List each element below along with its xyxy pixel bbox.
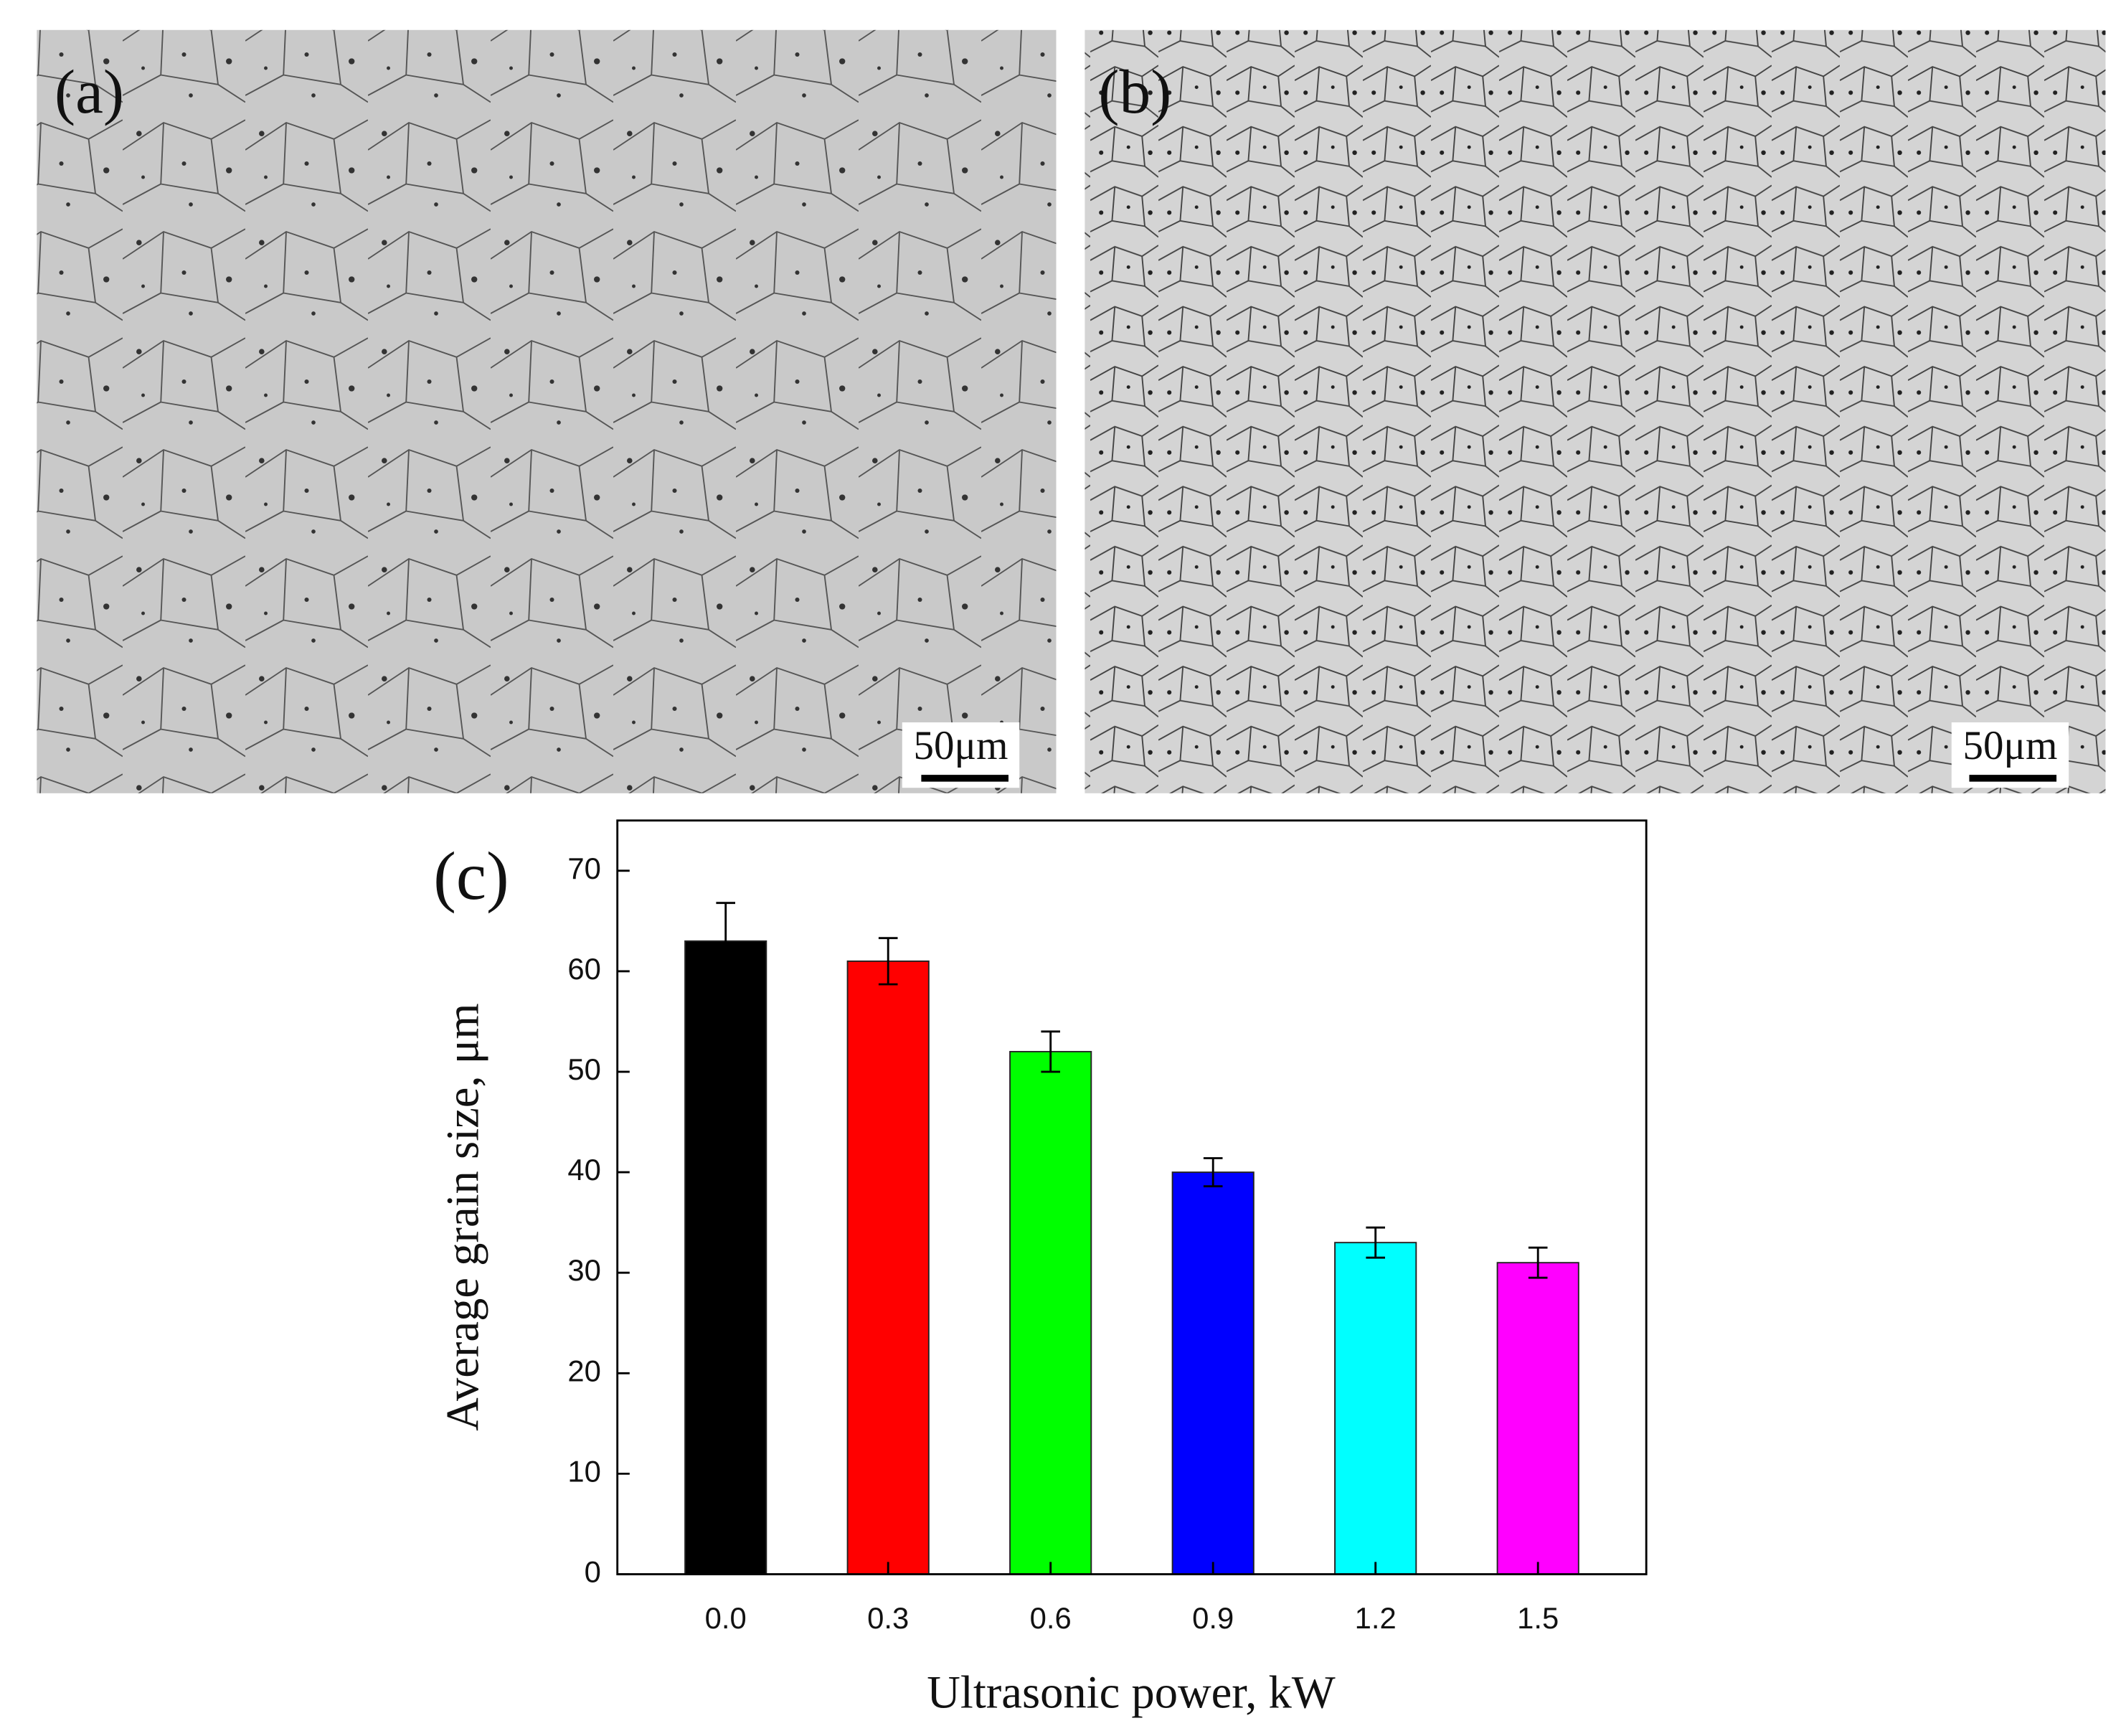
y-tick-label: 20 <box>567 1354 600 1387</box>
y-tick-label: 30 <box>567 1253 600 1287</box>
panel-label: (a) <box>55 57 124 126</box>
plot-frame <box>616 819 1648 1575</box>
x-tick-label: 0.0 <box>705 1601 747 1635</box>
panel-label: (c) <box>433 838 509 914</box>
bar <box>1009 1051 1092 1575</box>
y-tick-label: 60 <box>567 952 600 986</box>
x-axis-title: Ultrasonic power, kW <box>927 1666 1336 1717</box>
y-tick-label: 40 <box>567 1153 600 1187</box>
y-tick-label: 50 <box>567 1052 600 1086</box>
bar <box>684 940 767 1575</box>
micrograph-b: (b) 50μm <box>1085 29 2106 793</box>
panel-label: (b) <box>1098 57 1171 126</box>
bar <box>1334 1242 1417 1575</box>
x-tick-label: 1.5 <box>1517 1601 1559 1635</box>
bar <box>846 960 930 1575</box>
y-tick-label: 10 <box>567 1454 600 1488</box>
micrograph-a: (a) 50μm <box>37 29 1057 793</box>
bar <box>1171 1171 1255 1575</box>
x-tick-label: 0.6 <box>1030 1601 1072 1635</box>
micrograph-image <box>37 29 1057 793</box>
y-tick-label: 70 <box>567 852 600 885</box>
bar-chart: (c) Ultrasonic power, kW Average grain s… <box>433 819 1648 1717</box>
bar <box>1496 1262 1579 1575</box>
x-tick-label: 1.2 <box>1355 1601 1397 1635</box>
micrograph-image <box>1085 29 2106 793</box>
y-tick-label: 0 <box>585 1555 601 1589</box>
scale-bar-label: 50μm <box>914 723 1008 768</box>
scale-bar-label: 50μm <box>1963 723 2058 768</box>
y-axis-title: Average grain size, μm <box>437 1003 488 1430</box>
x-tick-label: 0.9 <box>1192 1601 1234 1635</box>
x-tick-label: 0.3 <box>867 1601 909 1635</box>
